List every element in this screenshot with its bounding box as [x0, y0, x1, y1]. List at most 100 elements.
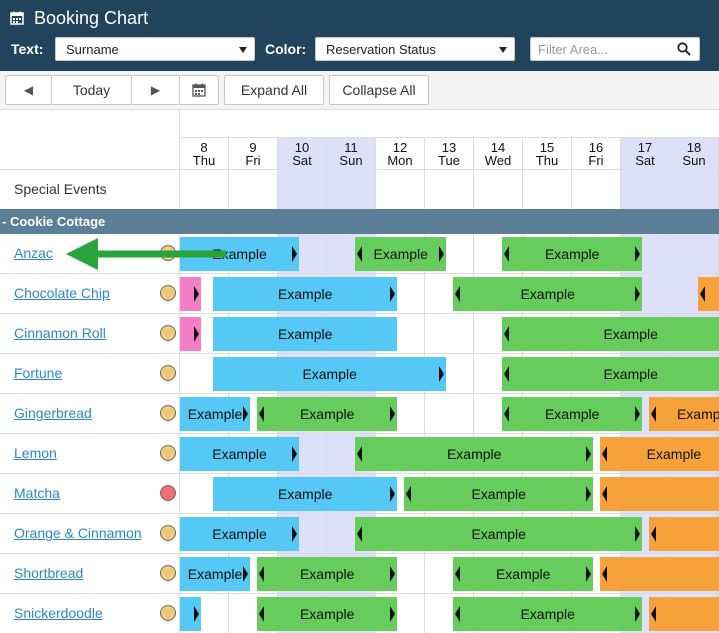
room-status-dot[interactable]: [160, 525, 176, 541]
booking-bar[interactable]: [698, 277, 719, 311]
booking-bar[interactable]: Example: [213, 477, 398, 511]
booking-bar[interactable]: Example: [257, 397, 398, 431]
text-select[interactable]: Surname: [55, 37, 255, 61]
room-link[interactable]: Chocolate Chip: [14, 285, 110, 301]
room-status-dot[interactable]: [160, 245, 176, 261]
booking-bar[interactable]: [180, 597, 202, 631]
drag-handle-right-icon[interactable]: [390, 406, 396, 422]
drag-handle-left-icon[interactable]: [455, 286, 461, 302]
drag-handle-left-icon[interactable]: [602, 566, 608, 582]
room-link[interactable]: Snickerdoodle: [14, 605, 103, 621]
drag-handle-left-icon[interactable]: [406, 486, 412, 502]
filter-area-input[interactable]: [530, 37, 700, 61]
booking-bar[interactable]: Example: [257, 597, 398, 631]
room-status-dot[interactable]: [160, 445, 176, 461]
drag-handle-right-icon[interactable]: [194, 326, 200, 342]
room-status-dot[interactable]: [160, 325, 176, 341]
booking-bar[interactable]: Example: [213, 277, 398, 311]
booking-bar[interactable]: Example: [453, 557, 594, 591]
date-picker-button[interactable]: [179, 75, 219, 105]
drag-handle-right-icon[interactable]: [390, 566, 396, 582]
room-link[interactable]: Cinnamon Roll: [14, 325, 106, 341]
booking-bar[interactable]: [600, 557, 719, 591]
drag-handle-right-icon[interactable]: [390, 606, 396, 622]
room-status-dot[interactable]: [160, 565, 176, 581]
drag-handle-right-icon[interactable]: [635, 606, 641, 622]
booking-bar[interactable]: Example: [453, 597, 643, 631]
booking-bar[interactable]: Example: [180, 517, 300, 551]
booking-bar[interactable]: Example: [257, 557, 398, 591]
booking-bar[interactable]: Example: [502, 317, 719, 351]
room-link[interactable]: Matcha: [14, 485, 60, 501]
drag-handle-left-icon[interactable]: [357, 526, 363, 542]
group-header-cookie-cottage[interactable]: - Cookie Cottage: [0, 209, 719, 234]
drag-handle-left-icon[interactable]: [259, 566, 265, 582]
booking-bar[interactable]: Example: [180, 437, 300, 471]
booking-bar[interactable]: Example: [355, 237, 447, 271]
booking-bar[interactable]: Example: [213, 357, 447, 391]
booking-bar[interactable]: Example: [453, 277, 643, 311]
drag-handle-left-icon[interactable]: [602, 446, 608, 462]
color-select[interactable]: Reservation Status: [315, 37, 515, 61]
drag-handle-left-icon[interactable]: [651, 526, 657, 542]
room-link[interactable]: Gingerbread: [14, 405, 92, 421]
booking-bar[interactable]: Example: [502, 397, 643, 431]
drag-handle-right-icon[interactable]: [635, 286, 641, 302]
drag-handle-right-icon[interactable]: [292, 526, 298, 542]
booking-bar[interactable]: [649, 517, 719, 551]
drag-handle-left-icon[interactable]: [651, 606, 657, 622]
booking-bar[interactable]: Example: [355, 437, 594, 471]
booking-bar[interactable]: [649, 597, 719, 631]
drag-handle-right-icon[interactable]: [635, 526, 641, 542]
next-button[interactable]: ▶: [131, 75, 180, 105]
drag-handle-right-icon[interactable]: [439, 246, 445, 262]
room-status-dot[interactable]: [160, 365, 176, 381]
drag-handle-left-icon[interactable]: [700, 286, 706, 302]
booking-bar[interactable]: Example: [502, 237, 643, 271]
room-link[interactable]: Shortbread: [14, 565, 84, 581]
drag-handle-right-icon[interactable]: [292, 246, 298, 262]
drag-handle-left-icon[interactable]: [259, 606, 265, 622]
drag-handle-left-icon[interactable]: [651, 406, 657, 422]
drag-handle-right-icon[interactable]: [390, 486, 396, 502]
drag-handle-right-icon[interactable]: [390, 286, 396, 302]
collapse-all-button[interactable]: Collapse All: [329, 75, 429, 105]
drag-handle-left-icon[interactable]: [455, 606, 461, 622]
booking-bar[interactable]: Example: [502, 357, 719, 391]
drag-handle-left-icon[interactable]: [504, 246, 510, 262]
booking-bar[interactable]: Example: [404, 477, 594, 511]
booking-bar[interactable]: Example: [213, 317, 398, 351]
room-status-dot[interactable]: [160, 485, 176, 501]
drag-handle-right-icon[interactable]: [194, 606, 200, 622]
room-link[interactable]: Anzac: [14, 245, 53, 261]
expand-all-button[interactable]: Expand All: [224, 75, 324, 105]
drag-handle-right-icon[interactable]: [586, 446, 592, 462]
search-icon[interactable]: [677, 42, 691, 56]
drag-handle-left-icon[interactable]: [455, 566, 461, 582]
booking-bar[interactable]: [180, 277, 202, 311]
drag-handle-right-icon[interactable]: [586, 566, 592, 582]
drag-handle-left-icon[interactable]: [602, 486, 608, 502]
booking-bar[interactable]: Example: [355, 517, 643, 551]
drag-handle-left-icon[interactable]: [357, 446, 363, 462]
room-status-dot[interactable]: [160, 605, 176, 621]
room-link[interactable]: Lemon: [14, 445, 57, 461]
booking-bar[interactable]: Example: [649, 397, 719, 431]
booking-bar[interactable]: Example: [180, 557, 251, 591]
room-link[interactable]: Fortune: [14, 365, 63, 381]
drag-handle-right-icon[interactable]: [292, 446, 298, 462]
booking-bar[interactable]: [180, 317, 202, 351]
booking-bar[interactable]: Example: [600, 437, 719, 471]
room-status-dot[interactable]: [160, 405, 176, 421]
booking-bar[interactable]: Example: [180, 397, 251, 431]
room-link[interactable]: Orange & Cinnamon: [14, 525, 142, 541]
previous-button[interactable]: ◀: [5, 75, 52, 105]
drag-handle-left-icon[interactable]: [504, 406, 510, 422]
drag-handle-right-icon[interactable]: [635, 406, 641, 422]
drag-handle-left-icon[interactable]: [504, 326, 510, 342]
drag-handle-right-icon[interactable]: [586, 486, 592, 502]
booking-bar[interactable]: Example: [180, 237, 300, 271]
drag-handle-left-icon[interactable]: [504, 366, 510, 382]
room-status-dot[interactable]: [160, 285, 176, 301]
drag-handle-left-icon[interactable]: [357, 246, 363, 262]
